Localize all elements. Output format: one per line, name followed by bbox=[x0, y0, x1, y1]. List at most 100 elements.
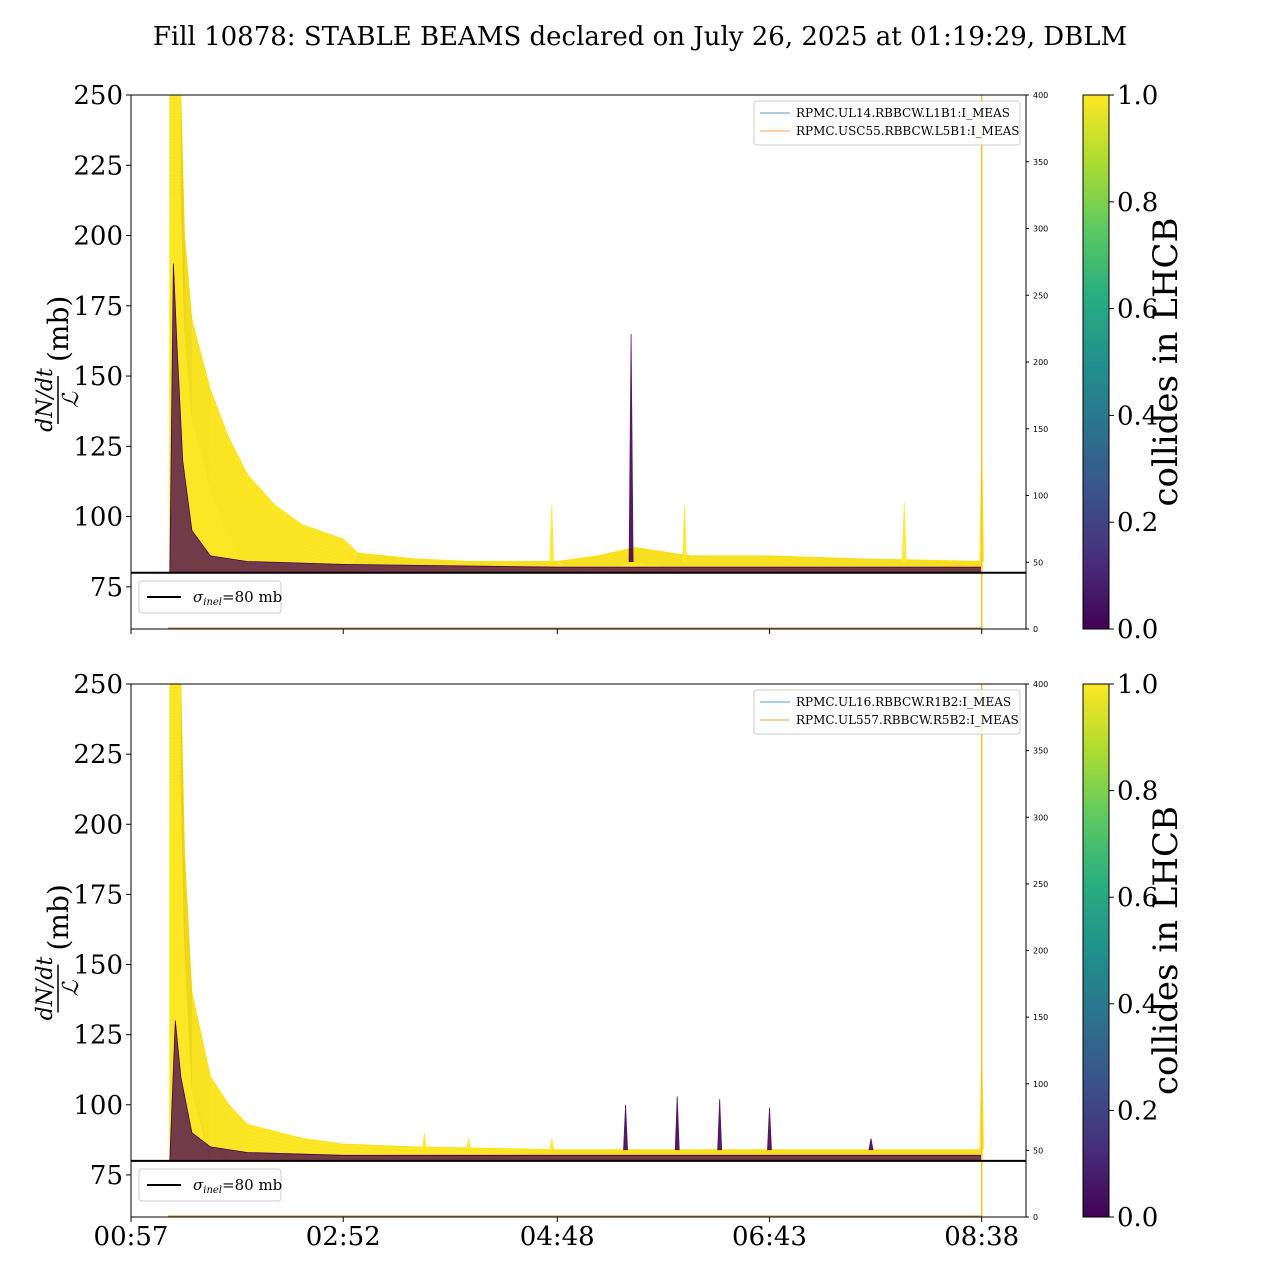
colorbar-tick-label: 0.0 bbox=[1117, 1203, 1158, 1233]
colorbar-gradient bbox=[1082, 94, 1110, 630]
legend-label: RPMC.UL16.RBBCW.R1B2:I_MEAS bbox=[796, 695, 1011, 709]
top-colorbar: 0.0 0.2 0.4 0.6 0.8 1.0 collides in LHCB bbox=[1082, 81, 1186, 645]
reference-legend-box bbox=[138, 580, 282, 614]
yellow-thread bbox=[169, 723, 982, 1162]
yellow-thread bbox=[169, 764, 982, 1162]
yellow-thread bbox=[169, 771, 982, 1162]
yellow-thread bbox=[169, 124, 982, 569]
yellow-thread bbox=[169, 95, 982, 562]
yellow-thread bbox=[169, 720, 982, 1162]
y-axis-label: dN/dt ℒ (mb) bbox=[33, 296, 84, 432]
y-axis-label: dN/dt ℒ (mb) bbox=[33, 884, 84, 1020]
legend-label: RPMC.UL14.RBBCW.L1B1:I_MEAS bbox=[796, 106, 1010, 120]
x-tick-label: 06:43 bbox=[732, 1222, 807, 1252]
yellow-thread bbox=[169, 698, 982, 1162]
data-spike bbox=[674, 1096, 680, 1151]
yellow-envelope-area bbox=[169, 95, 983, 574]
yellow-thread bbox=[169, 694, 982, 1159]
top-panel: 75 100 125 150 175 200 225 250 0 50 100 150 200 250 30… bbox=[33, 81, 1048, 634]
y2-tick-label: 0 bbox=[1033, 1213, 1038, 1222]
legend-label: RPMC.USC55.RBBCW.L5B1:I_MEAS bbox=[796, 124, 1019, 138]
y2-tick-label: 300 bbox=[1033, 225, 1048, 234]
yellow-thread bbox=[169, 146, 982, 573]
data-spike bbox=[628, 333, 634, 562]
y-tick-label: 75 bbox=[90, 573, 123, 603]
figure-title: Fill 10878: STABLE BEAMS declared on Jul… bbox=[153, 22, 1127, 52]
y2-tick-label: 200 bbox=[1033, 947, 1048, 956]
yellow-thread bbox=[169, 175, 982, 573]
y-tick-label: 175 bbox=[73, 880, 123, 910]
y2-tick-label: 150 bbox=[1033, 425, 1048, 434]
yellow-thread bbox=[169, 98, 982, 563]
colorbar-tick-label: 1.0 bbox=[1117, 81, 1158, 111]
reference-legend-box bbox=[138, 1168, 282, 1202]
yellow-thread bbox=[169, 109, 982, 564]
data-spike bbox=[767, 1107, 772, 1151]
colorbar-tick-label: 0.8 bbox=[1117, 188, 1158, 218]
y-label-numerator: dN/dt bbox=[33, 957, 58, 1021]
y2-tick-label: 350 bbox=[1033, 158, 1048, 167]
yellow-thread bbox=[169, 153, 982, 573]
colorbar-tick-label: 0.2 bbox=[1117, 508, 1158, 538]
bottom-panel: 75 100 125 150 175 200 225 250 0 50 100 150 200 250 30… bbox=[33, 670, 1048, 1252]
colorbar-tick-label: 1.0 bbox=[1117, 670, 1158, 700]
y2-tick-label: 50 bbox=[1033, 558, 1043, 567]
yellow-thread bbox=[169, 182, 982, 573]
colorbar-gradient bbox=[1082, 683, 1110, 1218]
yellow-thread bbox=[169, 142, 982, 574]
yellow-thread bbox=[169, 171, 982, 573]
yellow-thread bbox=[169, 691, 982, 1155]
y2-tick-label: 400 bbox=[1033, 91, 1048, 100]
colorbar-label: collides in LHCB bbox=[1146, 806, 1186, 1095]
yellow-thread bbox=[169, 702, 982, 1162]
y-tick-label: 225 bbox=[73, 740, 123, 770]
y2-tick-label: 0 bbox=[1033, 625, 1038, 634]
data-spike bbox=[623, 1104, 628, 1151]
yellow-thread bbox=[169, 105, 982, 564]
purple-envelope-area bbox=[169, 263, 983, 574]
yellow-thread bbox=[169, 767, 982, 1162]
yellow-thread bbox=[169, 186, 982, 573]
reference-legend-subscript: inel bbox=[203, 1185, 222, 1196]
yellow-thread bbox=[169, 684, 982, 1150]
yellow-thread bbox=[169, 705, 982, 1162]
reference-legend-label: σinel=80 mb bbox=[193, 588, 282, 608]
y2-tick-label: 200 bbox=[1033, 358, 1048, 367]
data-spike bbox=[421, 1132, 427, 1151]
y-tick-label: 100 bbox=[73, 1091, 123, 1121]
data-spike bbox=[682, 505, 688, 562]
y-tick-label: 250 bbox=[73, 670, 123, 700]
yellow-thread bbox=[169, 749, 982, 1162]
yellow-thread bbox=[169, 782, 982, 1162]
yellow-thread bbox=[169, 138, 982, 574]
y2-tick-label: 50 bbox=[1033, 1146, 1043, 1155]
x-tick-label: 04:48 bbox=[520, 1222, 595, 1252]
yellow-thread bbox=[169, 193, 982, 573]
legend-box bbox=[753, 689, 1021, 735]
y2-tick-label: 250 bbox=[1033, 291, 1048, 300]
data-spike bbox=[466, 1138, 472, 1151]
data-spike bbox=[549, 505, 555, 562]
legend-box bbox=[753, 100, 1021, 146]
y-tick-label: 125 bbox=[73, 1021, 123, 1051]
colorbar-tick-label: 0.0 bbox=[1117, 615, 1158, 645]
yellow-thread bbox=[169, 753, 982, 1162]
legend-label: RPMC.UL557.RBBCW.R5B2:I_MEAS bbox=[796, 713, 1019, 727]
yellow-thread bbox=[169, 734, 982, 1162]
yellow-thread bbox=[169, 778, 982, 1162]
y-tick-label: 125 bbox=[73, 432, 123, 462]
yellow-thread bbox=[169, 742, 982, 1162]
y-tick-label: 75 bbox=[90, 1161, 123, 1191]
reference-legend-subscript: inel bbox=[203, 597, 222, 608]
yellow-thread bbox=[169, 738, 982, 1162]
y-tick-label: 150 bbox=[73, 362, 123, 392]
yellow-thread bbox=[169, 713, 982, 1162]
yellow-thread bbox=[169, 178, 982, 573]
y2-tick-label: 250 bbox=[1033, 880, 1048, 889]
yellow-thread bbox=[169, 756, 982, 1162]
reference-legend-value: =80 mb bbox=[222, 588, 282, 606]
yellow-thread bbox=[169, 120, 982, 566]
yellow-thread bbox=[169, 102, 982, 563]
reference-legend-symbol: σ bbox=[193, 1176, 204, 1194]
